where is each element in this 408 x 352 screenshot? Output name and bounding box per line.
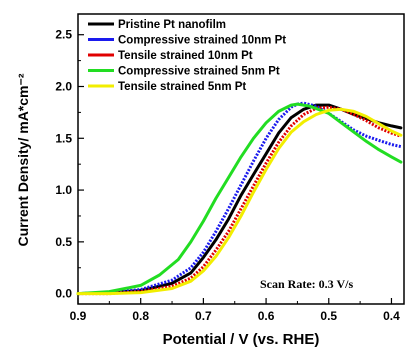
x-tick-label: 0.8: [132, 309, 149, 323]
series-line-4: [76, 102, 403, 296]
scan-rate-annotation: Scan Rate: 0.3 V/s: [260, 277, 353, 291]
x-tick-label: 0.5: [320, 309, 337, 323]
series-line-5: [76, 107, 403, 296]
legend-label-4: Compressive strained 5nm Pt: [118, 66, 280, 78]
series-line-2: [77, 101, 402, 296]
y-tick-label: 1.0: [55, 183, 72, 197]
x-tick-label: 0.9: [70, 309, 87, 323]
series-line-3: [78, 105, 402, 296]
legend-label-2: Compressive strained 10nm Pt: [118, 35, 286, 47]
x-tick-label: 0.4: [383, 309, 400, 323]
legend-label-3: Tensile strained 10nm Pt: [118, 50, 253, 62]
y-tick-label: 0.0: [55, 287, 72, 301]
legend: Pristine Pt nanofilm Compressive strained…: [88, 19, 286, 93]
y-tick-label: 0.5: [55, 235, 72, 249]
x-axis-ticks: 0.9 0.8 0.7 0.6 0.5 0.4: [70, 298, 400, 323]
series-line-1: [76, 103, 403, 296]
y-axis-ticks: 0.0 0.5 1.0 1.5 2.0 2.5: [55, 28, 84, 301]
y-tick-label: 2.0: [55, 80, 72, 94]
legend-label-1: Pristine Pt nanofilm: [118, 19, 226, 31]
y-tick-label: 2.5: [55, 28, 72, 42]
x-axis-title: Potential / V (vs. RHE): [163, 331, 320, 348]
series-layer: [76, 101, 403, 296]
legend-label-5: Tensile strained 5nm Pt: [118, 81, 246, 93]
x-tick-label: 0.7: [195, 309, 212, 323]
plot-frame: [77, 13, 405, 305]
y-tick-label: 1.5: [55, 131, 72, 145]
y-axis-title: Current Density/ mA*cm⁻²: [15, 73, 31, 246]
x-tick-label: 0.6: [258, 309, 275, 323]
